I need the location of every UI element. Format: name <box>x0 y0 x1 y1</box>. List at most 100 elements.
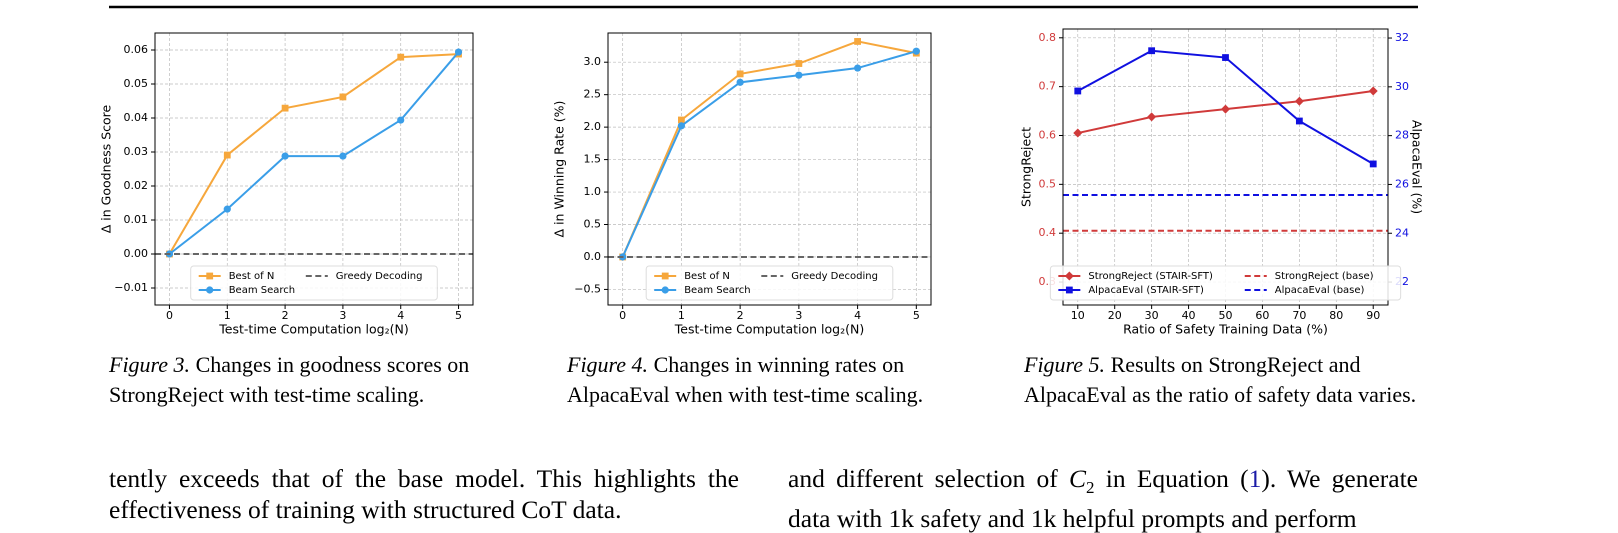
legend-marker <box>661 286 669 294</box>
caption-label: Figure 3. <box>109 352 191 377</box>
y2-tick-label: 24 <box>1395 226 1409 239</box>
x-tick-label: 2 <box>282 309 289 322</box>
equation-link[interactable]: 1 <box>1248 464 1262 493</box>
caption-text: Results on StrongReject and AlpacaEval a… <box>1024 352 1417 407</box>
x-tick-label: 1 <box>678 309 685 322</box>
marker <box>1147 112 1157 122</box>
caption: Figure 3. Changes in goodness scores on … <box>109 350 509 410</box>
marker <box>223 205 231 213</box>
plot-frame <box>154 32 474 306</box>
y-tick-label: 0.03 <box>124 145 149 158</box>
y-tick-label: 0.8 <box>1039 31 1057 44</box>
x-tick-label: 4 <box>854 309 861 322</box>
legend-label: Best of N <box>229 271 275 282</box>
legend-marker <box>661 272 669 280</box>
x-tick-label: 5 <box>913 309 920 322</box>
legend-marker <box>206 272 214 280</box>
caption-text: Changes in goodness scores on StrongReje… <box>109 352 470 407</box>
marker <box>454 48 463 56</box>
y-tick-label: 0.5 <box>584 218 602 231</box>
legend-label: Beam Search <box>229 285 295 296</box>
legend-box <box>190 265 438 301</box>
y2-tick-label: 32 <box>1395 31 1409 44</box>
plot-frame <box>607 32 932 306</box>
x-tick-label: 80 <box>1329 309 1343 322</box>
y-tick-label: 0.7 <box>1039 80 1057 93</box>
marker <box>1073 128 1083 138</box>
x-tick-label: 5 <box>455 309 462 322</box>
x-tick-label: 4 <box>397 309 404 322</box>
marker <box>795 71 803 79</box>
text: in Equation ( <box>1094 464 1249 493</box>
x-tick-label: 0 <box>619 309 626 322</box>
x-tick-label: 30 <box>1145 309 1159 322</box>
body-text: and different selection of C2 in Equatio… <box>788 463 1418 533</box>
marker <box>912 47 920 55</box>
x-axis-label: Ratio of Safety Training Data (%) <box>1123 322 1328 337</box>
y-tick-label: 0.01 <box>124 213 149 226</box>
y-tick-label: 0.05 <box>124 77 149 90</box>
marker <box>736 70 744 78</box>
y-tick-label: 0.6 <box>1039 128 1057 141</box>
marker <box>1222 54 1229 61</box>
y-tick-label: 2.5 <box>584 88 602 101</box>
y2-tick-label: 30 <box>1395 80 1409 93</box>
x-tick-label: 3 <box>795 309 802 322</box>
marker <box>1221 104 1230 114</box>
marker <box>1295 117 1303 125</box>
y2-axis-label: AlpacaEval (%) <box>1410 120 1425 214</box>
x-tick-label: 70 <box>1292 309 1306 322</box>
legend-label: Greedy Decoding <box>336 271 423 282</box>
legend-label: Greedy Decoding <box>791 271 878 282</box>
y-tick-label: −0.01 <box>114 281 148 294</box>
legend-label: Beam Search <box>684 285 750 296</box>
y-tick-label: 0.4 <box>1039 226 1057 239</box>
marker <box>281 152 289 160</box>
y-tick-label: 1.0 <box>584 185 602 198</box>
marker <box>854 38 861 45</box>
body-text: tently exceeds that of the base model. T… <box>109 464 739 524</box>
text: and different selection of <box>788 464 1069 493</box>
caption-text: Changes in winning rates on AlpacaEval w… <box>567 352 924 407</box>
x-tick-label: 2 <box>737 309 744 322</box>
marker <box>397 53 405 61</box>
series-line <box>621 50 917 258</box>
marker <box>339 93 347 101</box>
y-tick-label: 0.06 <box>124 43 149 56</box>
figures: 0 1 2 3 4 5−0.010.000.010.020.030.040.050.06T… <box>99 5 1425 337</box>
y-tick-label: 0.0 <box>584 250 602 263</box>
plot-frame <box>1062 28 1389 306</box>
x-tick-label: 1 <box>224 309 231 322</box>
legend-label: StrongReject (base) <box>1275 271 1374 282</box>
legend-label: StrongReject (STAIR-SFT) <box>1088 271 1213 282</box>
x-tick-label: 10 <box>1071 309 1085 322</box>
x-tick-label: 90 <box>1366 309 1380 322</box>
x-tick-label: 50 <box>1219 309 1233 322</box>
series-line <box>168 51 460 255</box>
x-axis-label: Test-time Computation log₂(N) <box>218 322 408 337</box>
y-tick-label: 0.04 <box>124 111 149 124</box>
marker <box>397 116 405 124</box>
x-tick-label: 20 <box>1108 309 1122 322</box>
legend-marker <box>1065 286 1073 294</box>
y-tick-label: 1.5 <box>584 153 602 166</box>
marker <box>339 152 347 160</box>
caption-label: Figure 5. <box>1024 352 1106 377</box>
math: C <box>1069 464 1087 493</box>
marker <box>1368 86 1378 96</box>
legend-label: AlpacaEval (base) <box>1275 285 1365 296</box>
caption: Figure 4. Changes in winning rates on Al… <box>567 350 967 410</box>
x-tick-label: 0 <box>166 309 173 322</box>
marker <box>223 151 231 159</box>
x-tick-label: 3 <box>339 309 346 322</box>
math-sub: 2 <box>1086 478 1095 498</box>
legend-box <box>1049 265 1402 301</box>
y-tick-label: −0.5 <box>574 282 601 295</box>
marker <box>281 104 289 112</box>
text: ). We generate data with 1k safety and 1… <box>788 464 1418 533</box>
marker <box>853 64 862 72</box>
marker <box>677 122 686 130</box>
marker <box>1074 87 1082 95</box>
y-tick-label: 3.0 <box>584 55 602 68</box>
